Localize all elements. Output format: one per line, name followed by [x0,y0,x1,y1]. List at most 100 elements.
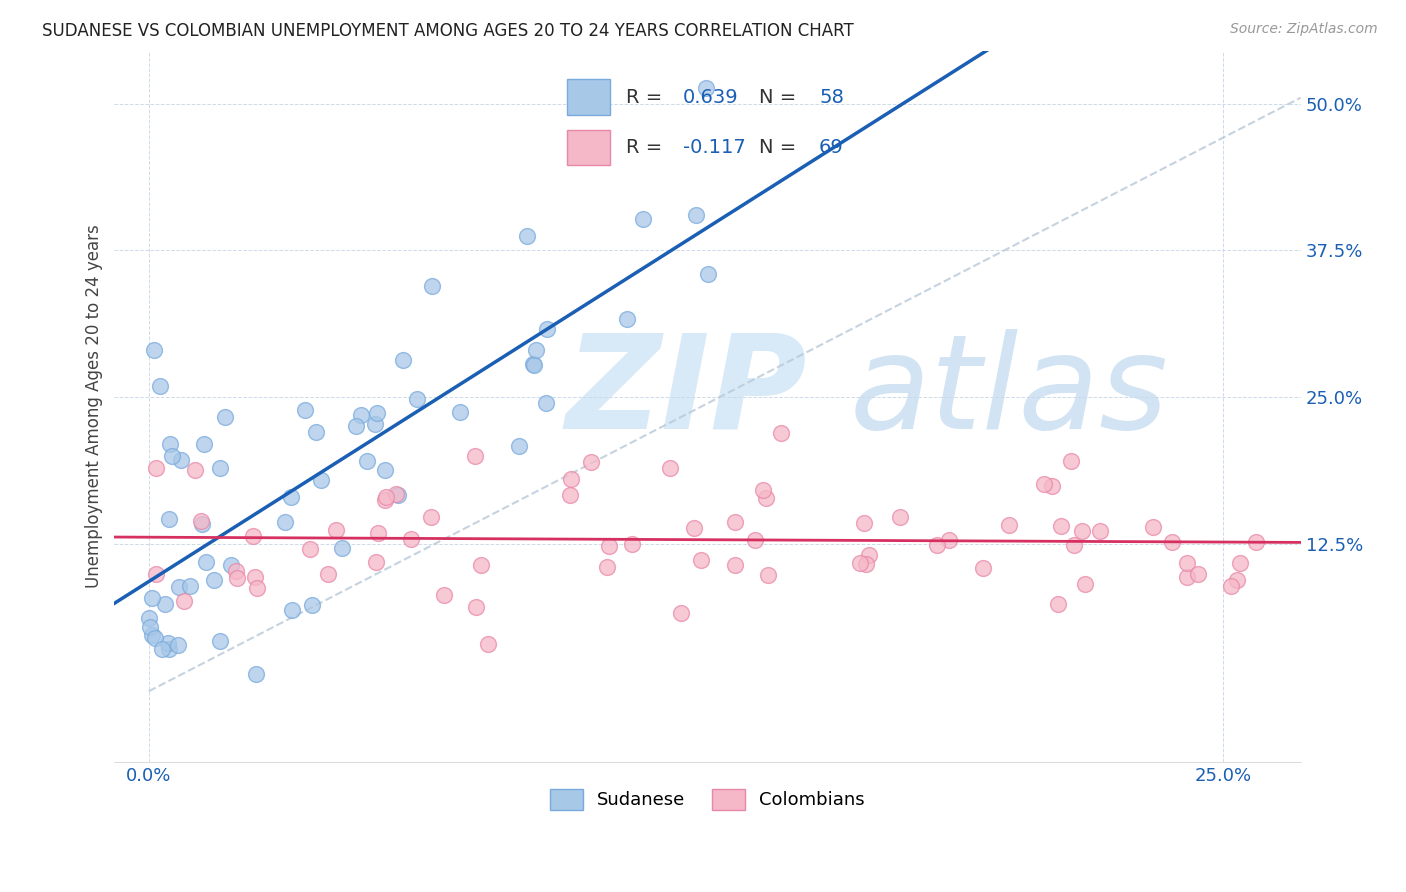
Point [294,403,316,417]
Point [190,517,212,532]
Point [160,449,183,463]
Point [470,558,492,573]
Point [621,537,644,551]
Point [245,666,267,681]
Point [298,542,321,557]
Point [744,533,766,547]
Point [769,425,792,440]
Point [516,228,538,243]
Point [194,555,217,569]
Point [756,567,779,582]
Point [143,631,166,645]
Point [1040,479,1063,493]
Point [508,439,530,453]
Point [364,417,387,432]
Point [751,483,773,498]
Point [683,521,706,535]
Point [889,509,911,524]
Point [159,437,181,451]
Point [150,641,173,656]
Point [316,567,339,582]
Point [724,516,747,530]
Point [169,452,191,467]
Point [281,603,304,617]
Point [225,564,247,578]
Point [477,637,499,651]
Point [367,526,389,541]
Point [598,539,620,553]
Point [433,589,456,603]
Point [696,268,718,282]
Point [374,463,396,477]
Point [1070,524,1092,538]
Point [685,208,707,222]
Point [1046,597,1069,611]
Point [522,357,544,371]
Point [534,396,557,410]
Point [157,642,180,657]
Point [392,352,415,367]
Point [141,627,163,641]
Point [179,579,201,593]
Point [1175,570,1198,584]
Point [190,515,212,529]
Point [1063,538,1085,552]
Y-axis label: Unemployment Among Ages 20 to 24 years: Unemployment Among Ages 20 to 24 years [86,225,103,588]
Point [385,487,408,501]
Point [301,598,323,612]
Point [387,488,409,502]
Point [138,620,160,634]
Point [173,594,195,608]
Point [1088,524,1111,538]
Point [138,611,160,625]
Point [465,599,488,614]
Point [1229,557,1251,571]
Point [246,581,269,595]
Point [671,607,693,621]
Point [1049,518,1071,533]
Point [273,515,295,529]
Point [1060,454,1083,468]
Point [226,571,249,585]
Point [366,555,388,569]
Point [344,419,367,434]
Point [755,491,778,506]
Point [153,597,176,611]
Point [208,633,231,648]
Point [1073,576,1095,591]
Point [998,518,1021,533]
Point [374,493,396,508]
Point [464,449,486,463]
Point [925,538,948,552]
Point [143,343,166,358]
Point [853,516,876,531]
Point [631,212,654,227]
Point [157,636,180,650]
Point [579,455,602,469]
Point [1142,520,1164,534]
Point [858,548,880,562]
Point [658,461,681,475]
Point [350,408,373,422]
Point [690,552,713,566]
Point [167,580,190,594]
Point [1187,567,1209,582]
Text: SUDANESE VS COLOMBIAN UNEMPLOYMENT AMONG AGES 20 TO 24 YEARS CORRELATION CHART: SUDANESE VS COLOMBIAN UNEMPLOYMENT AMONG… [42,22,853,40]
Point [280,491,302,505]
Point [145,461,167,475]
Text: ZIP: ZIP [565,328,807,456]
Point [157,511,180,525]
Point [325,523,347,537]
Point [849,556,872,570]
Point [695,81,717,95]
Point [1160,535,1182,549]
Point [356,453,378,467]
Point [449,405,471,419]
Point [401,532,423,546]
Point [938,533,960,548]
Point [193,437,215,451]
Point [724,558,747,573]
Text: Source: ZipAtlas.com: Source: ZipAtlas.com [1230,22,1378,37]
Point [149,378,172,392]
Point [208,461,231,475]
